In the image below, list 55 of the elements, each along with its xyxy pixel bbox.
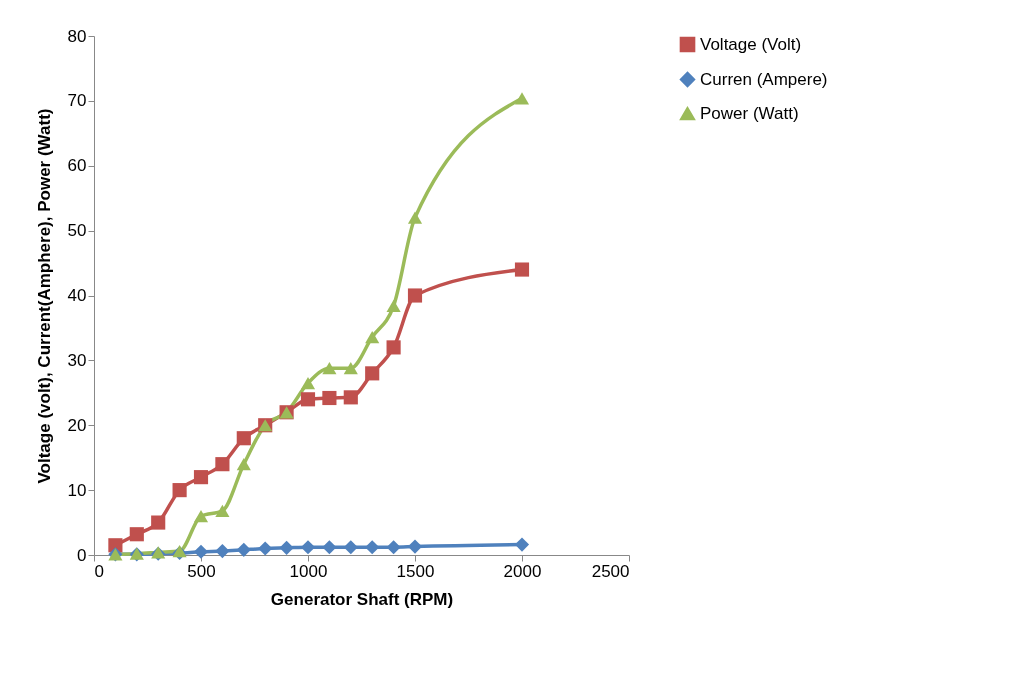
point bbox=[322, 362, 337, 375]
y-tick-label: 30 bbox=[67, 350, 87, 370]
x-tick-label: 2000 bbox=[503, 561, 542, 581]
y-tick-label: 60 bbox=[67, 156, 87, 176]
point bbox=[300, 376, 316, 390]
point bbox=[386, 540, 401, 555]
x-tick-label: 500 bbox=[187, 561, 216, 581]
point bbox=[193, 509, 209, 523]
point bbox=[258, 541, 273, 556]
point bbox=[129, 527, 144, 542]
point bbox=[514, 262, 530, 277]
y-tick-label: 70 bbox=[67, 91, 87, 111]
point bbox=[279, 540, 294, 555]
x-tick-label: 1000 bbox=[289, 561, 328, 581]
y-axis-title: Voltage (volt), Current(Amphere), Power (Watt) bbox=[34, 108, 54, 484]
point bbox=[172, 483, 187, 498]
x-axis-title: Generator Shaft (RPM) bbox=[270, 589, 454, 609]
point bbox=[407, 539, 423, 554]
point bbox=[365, 366, 380, 381]
y-tick-label: 80 bbox=[67, 26, 87, 46]
y-tick-label: 40 bbox=[67, 286, 87, 305]
point bbox=[322, 540, 337, 555]
y-tick-label: 10 bbox=[67, 480, 87, 500]
x-tick-label: 0 bbox=[94, 561, 104, 581]
point bbox=[365, 540, 380, 555]
point bbox=[151, 515, 166, 530]
point bbox=[514, 92, 530, 105]
point bbox=[193, 470, 209, 485]
point bbox=[386, 299, 401, 312]
point bbox=[300, 540, 316, 555]
point bbox=[236, 458, 251, 471]
x-tick-label: 1500 bbox=[396, 561, 435, 581]
point bbox=[215, 544, 230, 559]
point bbox=[386, 340, 401, 355]
point bbox=[343, 362, 358, 375]
point bbox=[300, 392, 316, 407]
point bbox=[514, 537, 530, 552]
point bbox=[236, 542, 251, 557]
point bbox=[407, 288, 423, 303]
point bbox=[322, 390, 337, 406]
x-tick-label: 2500 bbox=[591, 561, 630, 581]
legend-label: Power (Watt) bbox=[700, 103, 799, 123]
point bbox=[365, 330, 380, 344]
point bbox=[407, 211, 423, 224]
point bbox=[215, 504, 230, 518]
y-tick-label: 0 bbox=[77, 545, 87, 565]
y-tick-label: 20 bbox=[67, 415, 87, 435]
legend-label: Curren (Ampere) bbox=[700, 69, 828, 89]
point bbox=[343, 540, 358, 555]
point bbox=[215, 457, 230, 472]
legend-label: Voltage (Volt) bbox=[700, 34, 802, 54]
point bbox=[343, 390, 358, 405]
point bbox=[236, 431, 251, 446]
point bbox=[193, 544, 209, 559]
y-tick-label: 50 bbox=[67, 221, 87, 241]
